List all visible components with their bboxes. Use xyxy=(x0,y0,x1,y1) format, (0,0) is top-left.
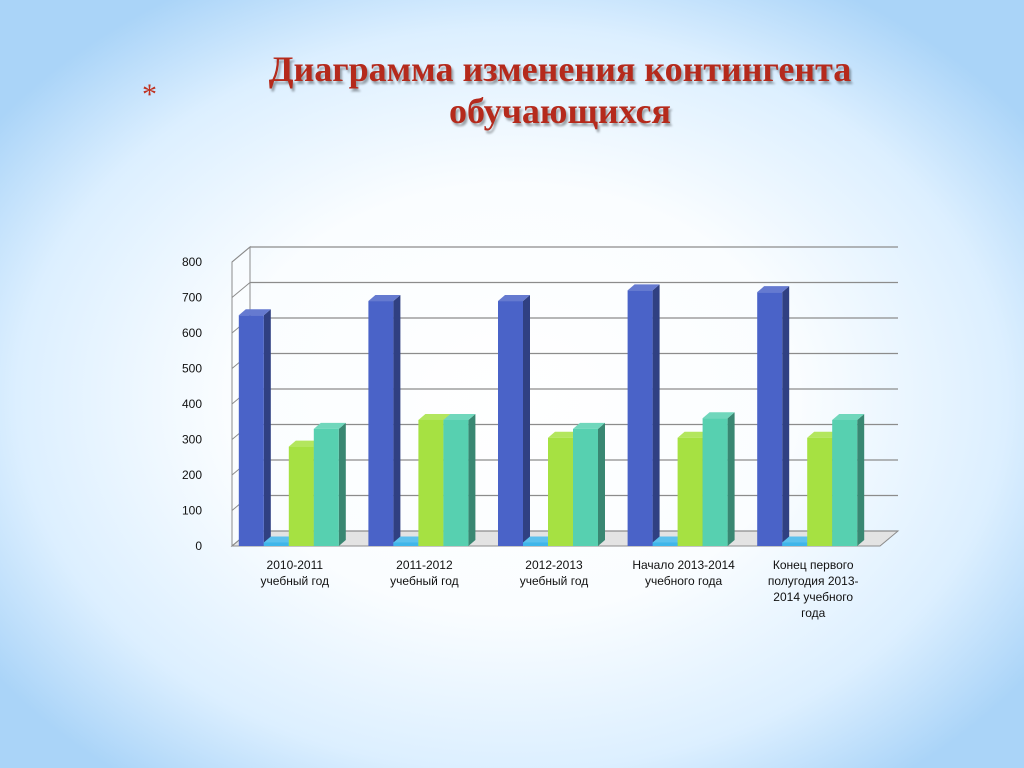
bar-top xyxy=(757,286,790,293)
title-line-1: Диаграмма изменения контингента xyxy=(268,49,852,89)
bar xyxy=(418,419,444,546)
y-tick-label: 200 xyxy=(182,468,202,482)
bar xyxy=(627,290,653,546)
x-tick-label: Конец первого xyxy=(773,558,854,572)
bar xyxy=(548,437,573,546)
y-tick-label: 400 xyxy=(182,397,202,411)
bar xyxy=(393,542,419,546)
slide-title: Диаграмма изменения контингента обучающи… xyxy=(220,48,900,132)
bar-side xyxy=(782,286,790,546)
bar xyxy=(807,437,833,546)
bar-top xyxy=(288,440,321,447)
bar xyxy=(368,301,394,546)
x-tick-label: учебный год xyxy=(261,574,329,588)
bar xyxy=(677,437,703,546)
bar-top xyxy=(573,422,605,429)
bar-top xyxy=(548,431,580,438)
bar-side xyxy=(857,413,865,546)
x-tick-label: учебного года xyxy=(645,574,723,588)
bar-top xyxy=(627,284,660,291)
bar-side xyxy=(468,413,476,546)
x-tick-label: Начало 2013-2014 xyxy=(632,558,735,572)
x-tick-label: 2011-2012 xyxy=(396,558,453,572)
bar-side xyxy=(598,422,605,546)
bar-side xyxy=(652,284,660,546)
x-tick-label: учебный год xyxy=(520,574,588,588)
bar xyxy=(498,301,523,546)
y-tick-label: 100 xyxy=(182,504,202,518)
bar-side xyxy=(393,295,401,546)
bar xyxy=(263,542,289,546)
bar-top xyxy=(652,536,685,543)
bar xyxy=(832,419,858,546)
bar xyxy=(313,428,339,546)
bar xyxy=(288,446,314,546)
bar-top xyxy=(807,431,840,438)
bar-top xyxy=(238,309,271,316)
bar-top xyxy=(523,536,555,543)
bar-top xyxy=(702,412,735,419)
bar xyxy=(443,419,469,546)
y-tick-label: 300 xyxy=(182,433,202,447)
bar-side xyxy=(338,422,346,546)
bar-top xyxy=(782,536,815,543)
y-tick-label: 0 xyxy=(195,539,202,553)
bar-top xyxy=(832,413,865,420)
bar xyxy=(702,418,728,546)
bar xyxy=(782,542,808,546)
bar-top xyxy=(263,536,296,543)
bar-top xyxy=(393,536,426,543)
bar-top xyxy=(677,431,710,438)
x-tick-label: 2014 учебного xyxy=(773,590,853,604)
bar xyxy=(652,542,678,546)
y-tick-label: 800 xyxy=(182,255,202,269)
gridline-diagonal xyxy=(231,246,251,263)
y-tick-label: 500 xyxy=(182,362,202,376)
bar-top xyxy=(498,295,530,302)
bar-top xyxy=(313,422,346,429)
bar xyxy=(523,542,548,546)
bar xyxy=(573,428,598,546)
y-tick-label: 700 xyxy=(182,291,202,305)
bar xyxy=(238,315,264,546)
x-tick-label: 2012-2013 xyxy=(525,558,583,572)
x-tick-label: полугодия 2013- xyxy=(768,574,859,588)
slide-bullet: * xyxy=(142,78,157,111)
bar-side xyxy=(263,309,271,546)
bar-side xyxy=(523,295,530,546)
y-tick-label: 600 xyxy=(182,326,202,340)
bar-top xyxy=(368,295,401,302)
bar-side xyxy=(727,412,735,546)
x-tick-label: 2010-2011 xyxy=(267,558,324,572)
gridline-diagonal xyxy=(231,282,251,298)
bar-top xyxy=(443,413,476,420)
x-tick-label: года xyxy=(801,606,826,620)
bar xyxy=(757,292,783,546)
title-line-2: обучающихся xyxy=(449,91,671,131)
x-tick-label: учебный год xyxy=(390,574,458,588)
bar-top xyxy=(418,413,451,420)
